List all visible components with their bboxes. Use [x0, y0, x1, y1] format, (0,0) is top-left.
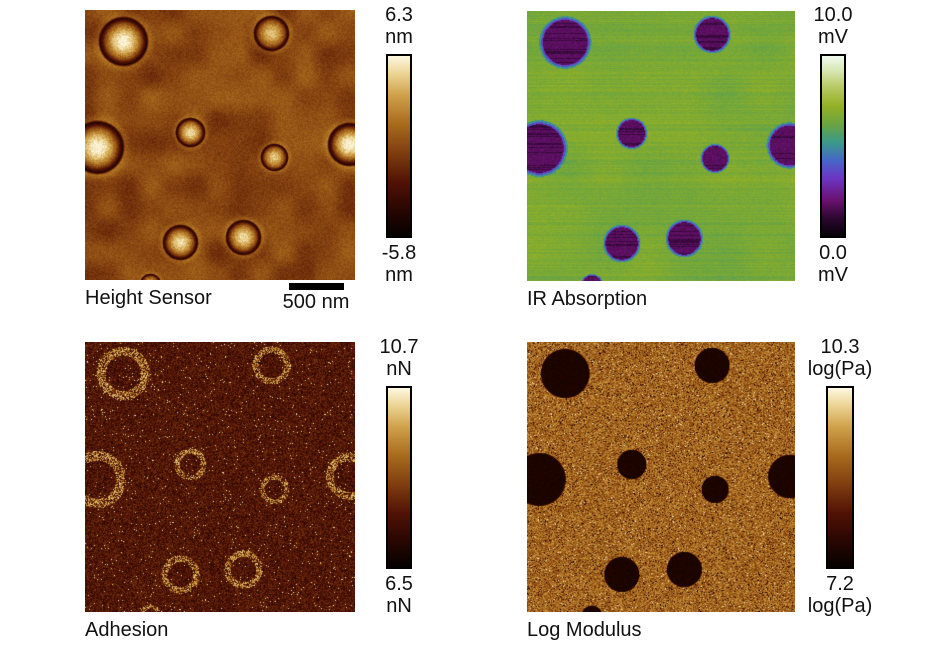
ir-absorption-image — [527, 11, 795, 281]
colorbar-min-unit: nN — [386, 595, 412, 617]
panel-label-height-sensor: Height Sensor — [85, 287, 212, 309]
colorbar-log-modulus: 10.3 log(Pa) 7.2 log(Pa) — [800, 336, 880, 617]
panel-adhesion: Adhesion — [85, 342, 355, 641]
adhesion-image — [85, 342, 355, 612]
log-modulus-image — [527, 342, 795, 612]
panel-log-modulus: Log Modulus — [527, 342, 795, 641]
colorbar-min-unit: nm — [385, 264, 413, 286]
colorbar-adhesion: 10.7 nN 6.5 nN — [369, 336, 429, 617]
colorbar-min-value: -5.8 — [381, 242, 417, 264]
colorbar-max-unit: nm — [385, 26, 413, 48]
colorbar-max-value: 10.7 — [379, 336, 419, 358]
colorbar-ir-absorption: 10.0 mV 0.0 mV — [803, 4, 863, 286]
colorbar-gradient — [820, 54, 846, 238]
colorbar-max-unit: log(Pa) — [807, 358, 873, 380]
height-sensor-image — [85, 10, 355, 280]
colorbar-height-sensor: 6.3 nm -5.8 nm — [369, 4, 429, 286]
scale-bar: 500 nm — [281, 283, 351, 313]
colorbar-max-unit: nN — [386, 358, 412, 380]
colorbar-max-value: 10.3 — [820, 336, 860, 358]
panel-label-adhesion: Adhesion — [85, 619, 169, 641]
colorbar-gradient — [386, 54, 412, 238]
colorbar-min-unit: mV — [818, 264, 848, 286]
panel-ir-absorption: IR Absorption — [527, 11, 795, 310]
colorbar-max-value: 6.3 — [385, 4, 413, 26]
panel-label-ir-absorption: IR Absorption — [527, 288, 648, 310]
scale-bar-label: 500 nm — [282, 291, 350, 313]
colorbar-max-value: 10.0 — [813, 4, 853, 26]
colorbar-min-value: 7.2 — [826, 573, 854, 595]
colorbar-min-unit: log(Pa) — [807, 595, 873, 617]
panel-height-sensor: Height Sensor — [85, 10, 355, 309]
panel-label-log-modulus: Log Modulus — [527, 619, 642, 641]
scale-bar-line — [288, 283, 344, 290]
colorbar-max-unit: mV — [818, 26, 848, 48]
colorbar-gradient — [386, 386, 412, 569]
colorbar-min-value: 0.0 — [819, 242, 847, 264]
colorbar-min-value: 6.5 — [385, 573, 413, 595]
colorbar-gradient — [826, 386, 854, 569]
